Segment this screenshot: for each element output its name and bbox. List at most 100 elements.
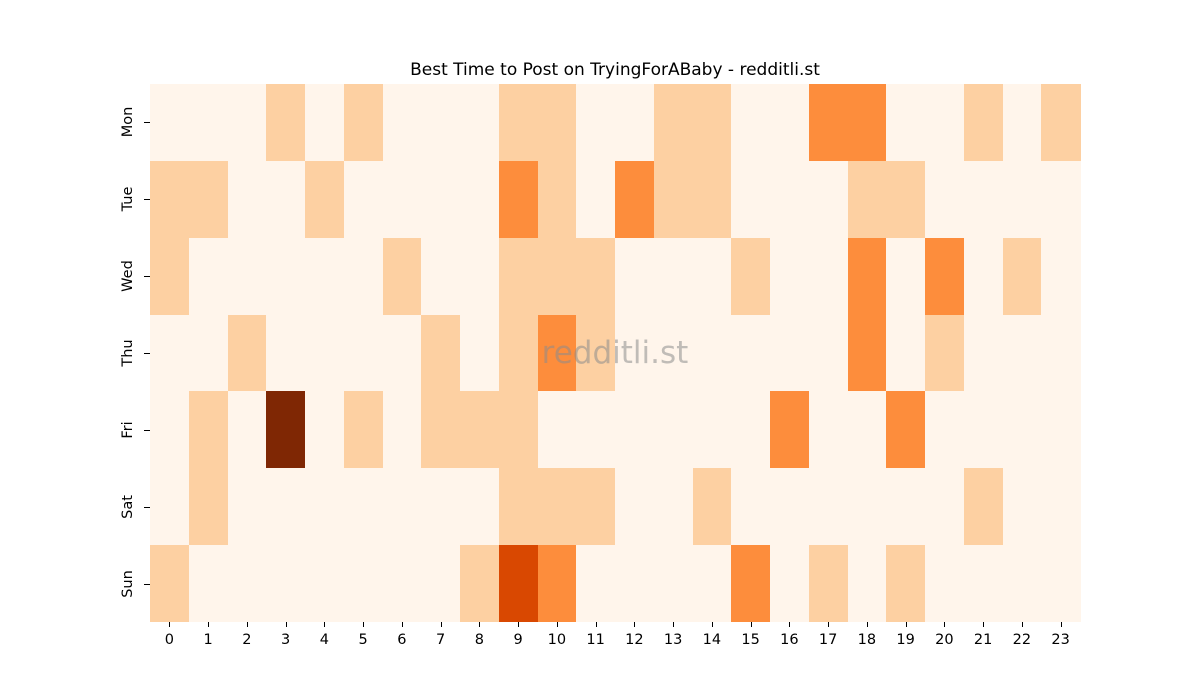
heatmap-cell bbox=[731, 468, 771, 546]
x-tick-label: 12 bbox=[625, 632, 644, 648]
heatmap-cell bbox=[808, 314, 848, 392]
heatmap-cell bbox=[266, 468, 306, 546]
heatmap-cell bbox=[460, 314, 500, 392]
heatmap-cell bbox=[653, 391, 693, 469]
y-tick-label: Sun bbox=[120, 569, 136, 598]
heatmap-cell bbox=[150, 160, 190, 239]
heatmap-cell bbox=[305, 391, 345, 469]
heatmap-cell bbox=[537, 468, 577, 546]
x-tick-label: 22 bbox=[1012, 632, 1032, 648]
x-tick-mark bbox=[673, 622, 675, 627]
heatmap-cell bbox=[1041, 391, 1081, 469]
heatmap-cell bbox=[150, 468, 190, 546]
heatmap-cell bbox=[886, 468, 926, 546]
heatmap-cell bbox=[305, 545, 345, 623]
heatmap-cell bbox=[1002, 237, 1042, 316]
y-tick-label: Mon bbox=[120, 107, 136, 138]
y-tick-mark bbox=[144, 429, 150, 431]
heatmap-cell bbox=[305, 160, 345, 239]
y-tick-label: Wed bbox=[120, 260, 136, 292]
heatmap-cell bbox=[150, 314, 190, 392]
x-tick-mark bbox=[595, 622, 597, 627]
heatmap-cell bbox=[266, 545, 306, 623]
x-tick-label: 11 bbox=[586, 632, 605, 648]
heatmap-cell bbox=[770, 391, 810, 469]
heatmap-cell bbox=[692, 160, 732, 239]
heatmap-cell bbox=[886, 84, 926, 162]
y-tick-label: Thu bbox=[120, 339, 136, 367]
heatmap-cell bbox=[537, 237, 577, 316]
heatmap-cell bbox=[576, 545, 616, 623]
heatmap-cell bbox=[343, 468, 383, 546]
heatmap-cell bbox=[382, 314, 422, 392]
heatmap-cell bbox=[808, 545, 848, 623]
y-tick-label: Sat bbox=[120, 494, 136, 519]
heatmap-cell bbox=[188, 545, 228, 623]
heatmap-cell bbox=[576, 468, 616, 546]
x-tick-mark bbox=[479, 622, 481, 627]
heatmap-cell bbox=[808, 391, 848, 469]
heatmap-cell bbox=[498, 160, 538, 239]
heatmap-cell bbox=[498, 84, 538, 162]
heatmap-cell bbox=[1002, 391, 1042, 469]
heatmap-cell bbox=[227, 84, 267, 162]
heatmap-cell bbox=[692, 391, 732, 469]
x-tick-label: 13 bbox=[663, 632, 683, 648]
heatmap-cell bbox=[227, 237, 267, 316]
heatmap-cell bbox=[925, 84, 965, 162]
heatmap-cell bbox=[692, 545, 732, 623]
heatmap-cell bbox=[188, 391, 228, 469]
heatmap-cell bbox=[460, 84, 500, 162]
heatmap-cell bbox=[653, 237, 693, 316]
heatmap-cell bbox=[1041, 237, 1081, 316]
heatmap-cell bbox=[770, 545, 810, 623]
heatmap-cell bbox=[731, 160, 771, 239]
x-tick-mark bbox=[789, 622, 791, 627]
heatmap-cell bbox=[963, 391, 1003, 469]
heatmap-cell bbox=[460, 237, 500, 316]
heatmap-cell bbox=[227, 545, 267, 623]
heatmap-cell bbox=[382, 468, 422, 546]
x-tick-mark bbox=[324, 622, 326, 627]
heatmap-cell bbox=[770, 468, 810, 546]
x-tick-mark bbox=[363, 622, 365, 627]
heatmap-cell bbox=[886, 391, 926, 469]
heatmap-cell bbox=[1002, 545, 1042, 623]
heatmap-cell bbox=[382, 160, 422, 239]
heatmap-cell bbox=[498, 237, 538, 316]
heatmap-cell bbox=[421, 545, 461, 623]
heatmap-cell bbox=[266, 391, 306, 469]
heatmap-cell bbox=[305, 468, 345, 546]
heatmap-cell bbox=[653, 314, 693, 392]
heatmap-cell bbox=[615, 237, 655, 316]
y-tick-mark bbox=[144, 506, 150, 508]
heatmap-cell bbox=[188, 468, 228, 546]
heatmap-cell bbox=[537, 545, 577, 623]
chart-title: Best Time to Post on TryingForABaby - re… bbox=[410, 60, 820, 80]
heatmap-cell bbox=[421, 84, 461, 162]
heatmap-cell bbox=[305, 237, 345, 316]
heatmap-cell bbox=[460, 160, 500, 239]
x-tick-label: 0 bbox=[164, 632, 174, 648]
heatmap-cell bbox=[963, 468, 1003, 546]
heatmap-cell bbox=[692, 237, 732, 316]
heatmap-cell bbox=[963, 314, 1003, 392]
heatmap-cell bbox=[382, 391, 422, 469]
heatmap-cell bbox=[925, 468, 965, 546]
heatmap-cell bbox=[1002, 160, 1042, 239]
heatmap-cell bbox=[692, 314, 732, 392]
heatmap-cell bbox=[498, 468, 538, 546]
heatmap-cell bbox=[266, 160, 306, 239]
heatmap-cell bbox=[305, 314, 345, 392]
x-tick-label: 14 bbox=[702, 632, 722, 648]
heatmap-cell bbox=[498, 391, 538, 469]
heatmap-cell bbox=[576, 237, 616, 316]
heatmap-cell bbox=[576, 160, 616, 239]
heatmap-cell bbox=[615, 160, 655, 239]
heatmap-cell bbox=[188, 160, 228, 239]
heatmap-cell bbox=[343, 314, 383, 392]
heatmap-cell bbox=[963, 545, 1003, 623]
x-tick-mark bbox=[285, 622, 287, 627]
heatmap-cell bbox=[343, 545, 383, 623]
heatmap-cell bbox=[1002, 84, 1042, 162]
